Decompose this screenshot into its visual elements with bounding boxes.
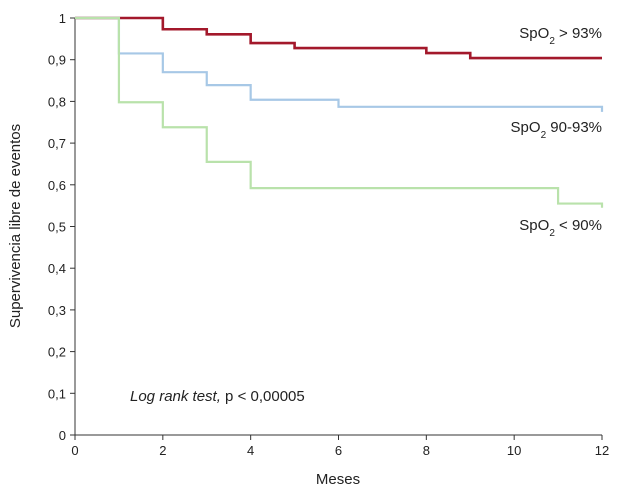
x-tick-label: 0 bbox=[71, 443, 78, 458]
series-labels: SpO2 > 93%SpO2 90-93%SpO2 < 90% bbox=[511, 25, 602, 239]
y-tick-label: 0,7 bbox=[48, 136, 66, 151]
series-label-main: SpO bbox=[519, 217, 549, 234]
y-tick-label: 0,5 bbox=[48, 220, 66, 235]
annotation-rest: p < 0,00005 bbox=[221, 388, 305, 405]
series-label-main: SpO bbox=[519, 25, 549, 42]
series-label-subscript: 2 bbox=[549, 36, 555, 47]
series-label-rest: 90-93% bbox=[546, 119, 602, 136]
y-tick-label: 0,2 bbox=[48, 345, 66, 360]
series-label-2: SpO2 < 90% bbox=[519, 217, 602, 239]
annotation-italic: Log rank test, bbox=[130, 388, 221, 405]
series-label-rest: < 90% bbox=[555, 217, 602, 234]
series-label-rest: > 93% bbox=[555, 25, 602, 42]
x-tick-label: 8 bbox=[423, 443, 430, 458]
series-layer bbox=[75, 16, 604, 208]
y-tick-label: 0,3 bbox=[48, 303, 66, 318]
y-tick-label: 1 bbox=[59, 11, 66, 26]
series-label-1: SpO2 90-93% bbox=[511, 119, 602, 141]
x-tick-label: 2 bbox=[159, 443, 166, 458]
series-label-subscript: 2 bbox=[549, 228, 555, 239]
series-label-0: SpO2 > 93% bbox=[519, 25, 602, 47]
y-tick-label: 0,8 bbox=[48, 94, 66, 109]
x-tick-label: 10 bbox=[507, 443, 521, 458]
series-line-2 bbox=[75, 16, 604, 208]
y-tick-label: 0,1 bbox=[48, 386, 66, 401]
log-rank-annotation: Log rank test, p < 0,00005 bbox=[130, 388, 305, 405]
x-tick-label: 4 bbox=[247, 443, 254, 458]
x-axis-title: Meses bbox=[316, 471, 360, 488]
x-tick-label: 6 bbox=[335, 443, 342, 458]
y-ticks: 0 0,1 0,2 0,3 0,4 0,5 0,6 0,7 0,8 0,9 1 bbox=[48, 11, 75, 443]
series-line-0 bbox=[75, 16, 602, 60]
series-label-subscript: 2 bbox=[541, 130, 547, 141]
y-tick-label: 0,9 bbox=[48, 53, 66, 68]
x-ticks: 0 2 4 6 8 10 12 bbox=[71, 435, 609, 458]
y-tick-label: 0 bbox=[59, 428, 66, 443]
series-label-main: SpO bbox=[511, 119, 541, 136]
y-tick-label: 0,6 bbox=[48, 178, 66, 193]
x-tick-label: 12 bbox=[595, 443, 609, 458]
y-axis-title: Supervivencia libre de eventos bbox=[7, 124, 24, 328]
y-tick-label: 0,4 bbox=[48, 261, 66, 276]
